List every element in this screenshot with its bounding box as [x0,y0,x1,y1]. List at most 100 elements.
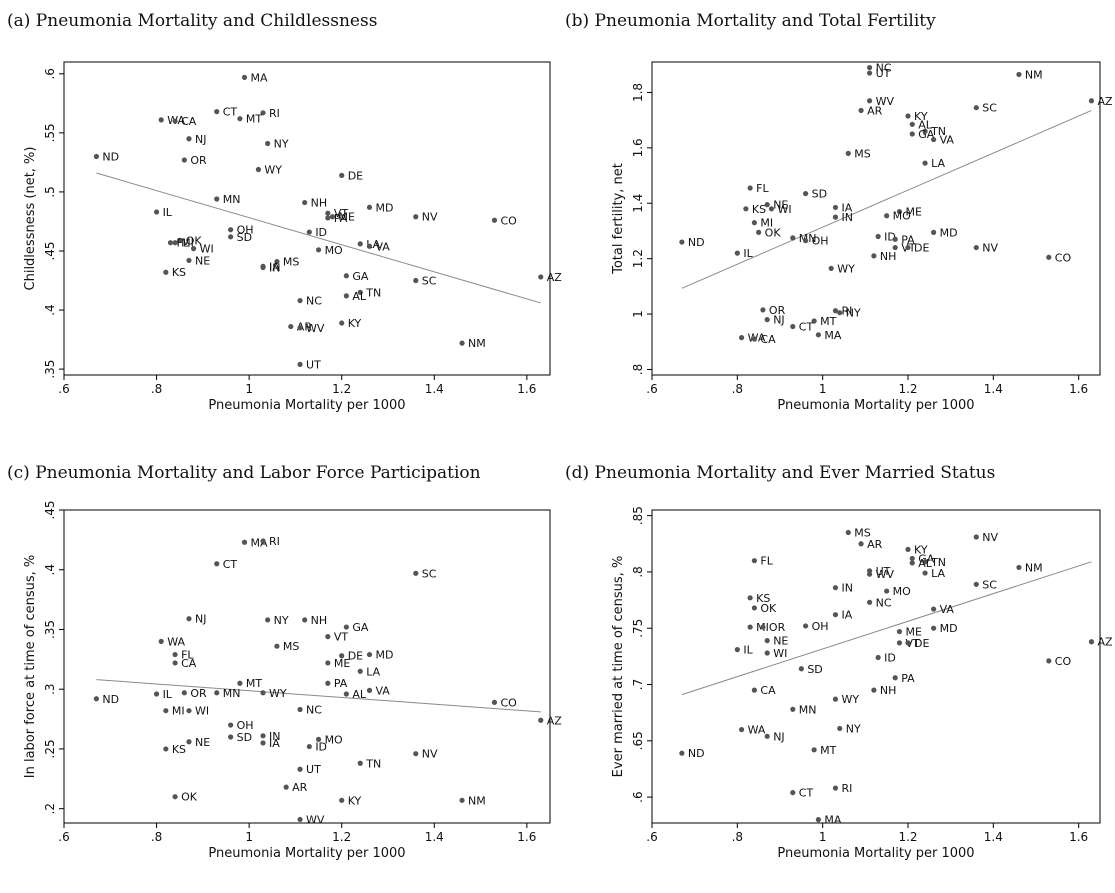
fit-line [681,561,1092,696]
data-point-mn [214,196,220,202]
y-tick-label: .8 [631,566,645,577]
data-point-ks [743,206,749,212]
y-tick-label: .5 [43,186,57,197]
x-axis-title: Pneumonia Mortality per 1000 [208,398,405,413]
data-point-wa [739,726,745,733]
data-point-ky [339,797,345,803]
data-point-pa [892,675,898,681]
point-label-nh: NH [311,614,328,627]
point-label-ca: CA [181,657,197,670]
y-axis-title: Childlessness (net, %) [23,147,38,291]
data-point-wv [867,98,873,104]
point-label-nc: NC [306,704,322,717]
data-point-nd [679,239,685,245]
point-label-ga: GA [918,552,935,565]
point-label-ky: KY [348,317,362,330]
data-point-ny [837,725,843,732]
point-label-ms: MS [283,256,299,269]
point-label-mo: MO [893,585,911,598]
point-label-nh: NH [311,197,328,210]
data-point-ne [186,257,192,264]
x-tick-label: 1.4 [984,830,1003,844]
point-label-sc: SC [982,578,997,591]
point-label-ia: IA [269,260,280,273]
point-label-az: AZ [1097,636,1113,649]
data-point-nm [1016,564,1022,571]
point-label-wy: WY [841,693,859,706]
data-point-nc [297,706,303,713]
data-point-co [491,699,498,705]
point-label-sc: SC [422,567,437,580]
data-point-la [922,570,928,576]
data-point-de [339,653,345,659]
point-label-az: AZ [547,271,563,284]
data-point-sd [228,234,234,240]
y-tick-label: .45 [43,241,57,260]
data-point-me [329,214,336,220]
data-point-mo [884,213,890,219]
data-point-wi [186,708,192,714]
point-label-il: IL [163,206,173,219]
data-point-nh [871,687,877,693]
data-point-nh [302,199,308,206]
panel-a-title: (a) Pneumonia Mortality and Childlessnes… [7,11,378,31]
point-label-id: ID [315,226,327,239]
y-tick-label: .25 [43,739,57,758]
point-label-wi: WI [773,647,787,660]
point-label-ok: OK [765,226,782,239]
data-point-ok [751,605,758,611]
data-point-oh [228,227,234,233]
data-point-nc [867,64,873,71]
point-label-ne: NE [195,736,210,749]
point-label-me: ME [905,626,921,639]
point-label-fl: FL [756,182,769,195]
scatter-plot-3: .6 .8 1 1.2 1.4 1.6 .6 .65 .7 .75 .8 .85 Pneumonia M… [611,506,1113,861]
data-point-in [260,733,266,739]
data-point-oh [803,238,809,244]
point-label-ga: GA [352,270,369,283]
point-label-ar: AR [297,321,313,334]
point-label-sd: SD [812,188,827,201]
data-point-az [538,274,544,280]
data-point-or [760,307,766,313]
plot-frame [651,509,1101,824]
point-label-wi: WI [200,243,214,256]
x-tick-label: 1 [245,382,253,396]
data-point-nv [973,244,979,251]
point-label-or: OR [190,687,207,700]
point-label-nd: ND [688,747,705,760]
point-label-nv: NV [422,211,438,224]
data-point-sc [973,581,979,587]
data-point-ne [764,202,770,208]
data-point-mi [751,220,758,226]
data-point-az [538,717,544,723]
point-label-ar: AR [867,104,883,117]
point-label-or: OR [769,304,786,317]
point-label-ct: CT [799,787,814,800]
data-point-wi [764,650,770,656]
data-point-ct [214,561,220,567]
fit-line [96,679,541,713]
data-point-oh [228,722,234,728]
point-label-mn: MN [223,687,241,700]
point-label-fl: FL [181,649,194,662]
point-label-oh: OH [237,224,254,237]
data-point-md [931,625,937,631]
point-label-wv: WV [876,568,895,581]
point-label-nd: ND [688,236,705,249]
point-label-ok: OK [181,791,198,804]
point-label-sc: SC [982,102,997,115]
data-point-ca [172,660,178,666]
data-point-wy [832,696,839,702]
point-label-id: ID [884,231,896,244]
point-label-ms: MS [854,147,870,160]
point-label-ms: MS [283,640,299,653]
point-label-ia: IA [841,201,852,214]
data-point-ct [790,323,796,330]
x-tick-label: .6 [58,830,69,844]
panel-d-title: (d) Pneumonia Mortality and Ever Married… [565,463,996,483]
point-label-nm: NM [1025,68,1043,81]
point-label-me: ME [338,211,354,224]
x-tick-label: .8 [732,382,743,396]
data-point-pa [892,236,898,242]
